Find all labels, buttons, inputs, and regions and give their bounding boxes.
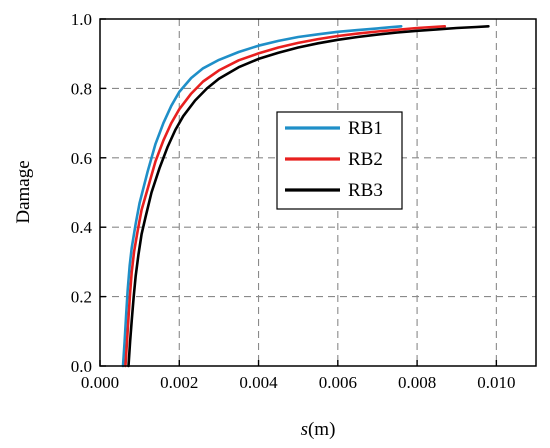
x-tick-label: 0.010 (477, 373, 515, 392)
series-lines (121, 24, 490, 368)
legend-label-rb2: RB2 (348, 149, 383, 170)
x-axis-title: s(m) (301, 419, 336, 440)
y-tick-label: 0.8 (71, 79, 92, 98)
x-tick-label: 0.000 (81, 373, 119, 392)
x-tick-label: 0.002 (160, 373, 198, 392)
y-tick-label: 0.0 (71, 357, 92, 376)
x-tick-label: 0.006 (319, 373, 357, 392)
y-tick-label: 1.0 (71, 10, 92, 29)
plot-frame (99, 18, 537, 367)
y-tick-label: 0.4 (71, 218, 93, 237)
x-axis-title-italic: s (301, 419, 308, 440)
series-line-rb2 (124, 24, 447, 368)
y-tick-label: 0.2 (71, 288, 92, 307)
tick-labels: 0.000 0.002 0.004 0.006 0.008 0.010 0.0 0.2 0.4 0… (71, 10, 516, 392)
y-axis-title: Damage (13, 160, 34, 223)
legend: RB1 RB2 RB3 (276, 111, 403, 210)
x-axis-title-unit: (m) (308, 419, 335, 440)
legend-label-rb3: RB3 (348, 180, 383, 201)
series-line-rb1 (121, 24, 403, 368)
y-tick-label: 0.6 (71, 149, 92, 168)
legend-label-rb1: RB1 (348, 118, 383, 139)
x-tick-label: 0.008 (398, 373, 436, 392)
series-line-rb3 (127, 24, 490, 368)
x-tick-label: 0.004 (239, 373, 278, 392)
ticks (99, 18, 498, 367)
